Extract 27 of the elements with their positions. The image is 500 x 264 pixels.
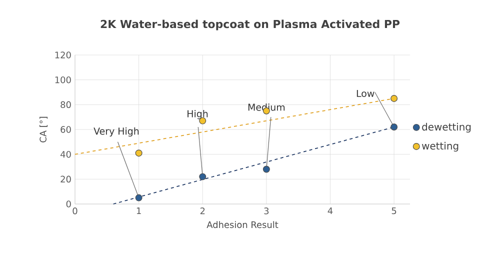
point <box>262 166 270 173</box>
x-tick-label: 1 <box>136 208 141 214</box>
y-axis-title: CA [°] <box>40 116 48 142</box>
y-tick-label: 120 <box>55 52 71 58</box>
annotation: High <box>188 110 208 120</box>
y-tick-label: 80 <box>60 101 71 108</box>
legend-label: dewetting <box>422 122 471 133</box>
annotation: Very High <box>94 127 139 137</box>
y-tick-label: 0 <box>66 200 71 208</box>
y-tick-label: 100 <box>55 76 71 84</box>
point <box>199 173 206 180</box>
y-tick-label: 40 <box>60 150 71 158</box>
x-tick-label: 2 <box>200 208 205 214</box>
point <box>135 150 142 157</box>
x-tick-label: 4 <box>328 208 333 214</box>
x-tick-label: 3 <box>264 208 269 214</box>
legend-label: wetting <box>422 142 458 152</box>
annotation: Low <box>356 90 374 98</box>
y-tick-label: 20 <box>60 176 71 183</box>
point <box>390 94 398 102</box>
x-axis-title: Adhesion Result <box>206 221 278 228</box>
x-tick-label: 0 <box>72 208 78 214</box>
chart-title: 2K Water-based topcoat on Plasma Activated PP <box>100 20 400 30</box>
x-tick-label: 5 <box>392 208 396 214</box>
point <box>390 124 398 131</box>
point <box>135 194 142 202</box>
y-tick-label: 60 <box>60 126 71 133</box>
